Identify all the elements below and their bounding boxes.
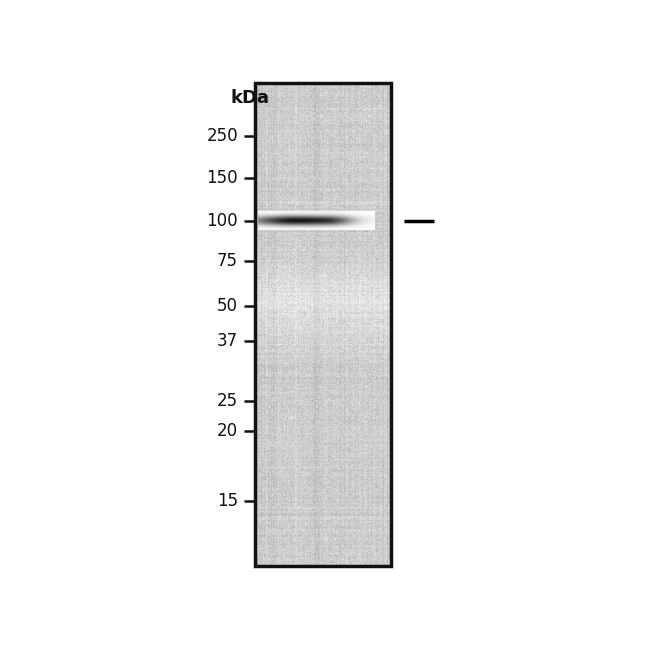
Bar: [255, 83, 391, 566]
Text: 20: 20: [217, 422, 238, 440]
Text: 37: 37: [217, 332, 238, 350]
Text: 25: 25: [217, 392, 238, 410]
Text: 15: 15: [217, 492, 238, 510]
Text: 150: 150: [206, 169, 238, 187]
Text: 250: 250: [206, 127, 238, 144]
Text: 100: 100: [206, 212, 238, 229]
Text: 75: 75: [217, 252, 238, 270]
Text: 50: 50: [217, 297, 238, 315]
Text: kDa: kDa: [231, 89, 270, 107]
